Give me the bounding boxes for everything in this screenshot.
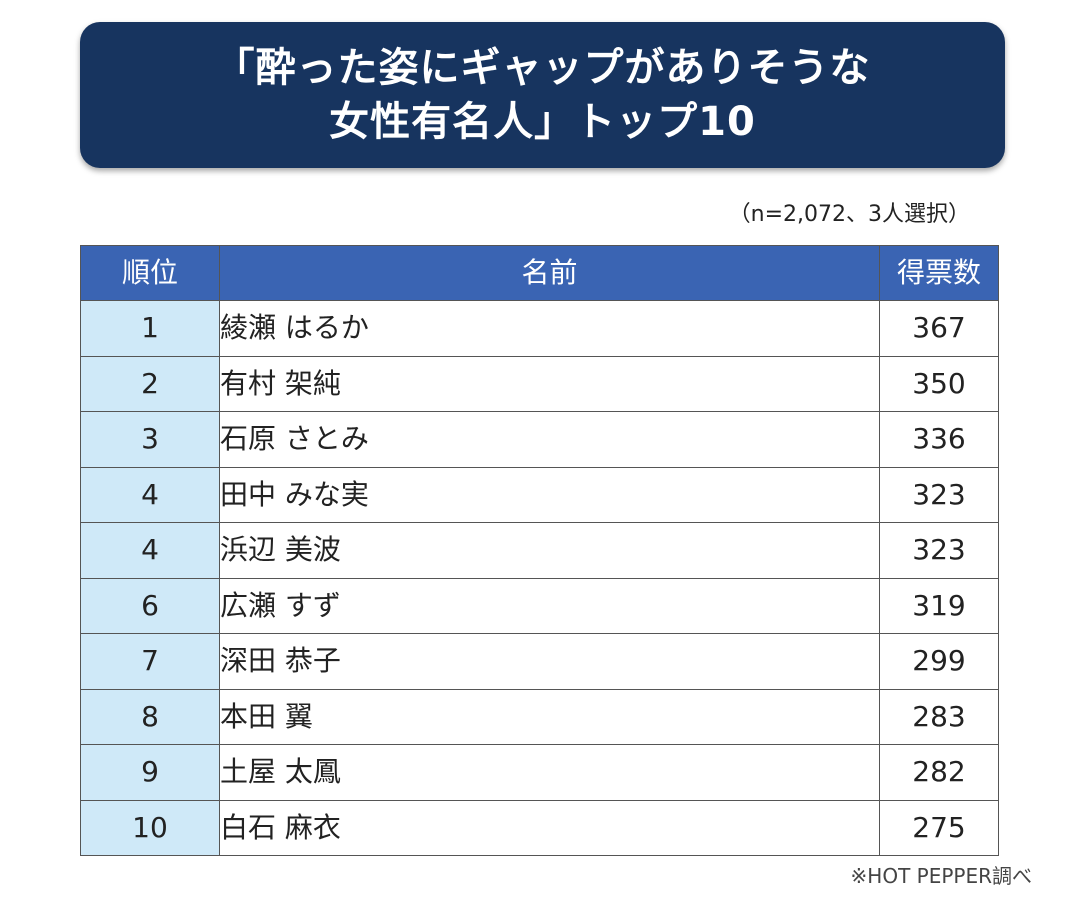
rank-cell: 4 [80, 466, 220, 523]
votes-cell: 319 [879, 577, 999, 634]
table-row: 4 田中 みな実 323 [80, 466, 999, 523]
column-header-votes: 得票数 [879, 245, 999, 301]
rank-cell: 1 [80, 300, 220, 357]
table-row: 7 深田 恭子 299 [80, 633, 999, 690]
votes-cell: 283 [879, 688, 999, 745]
table-row: 6 広瀬 すず 319 [80, 577, 999, 634]
title-banner: 「酔った姿にギャップがありそうな 女性有名人」トップ10 [80, 22, 1005, 168]
name-cell: 有村 架純 [219, 355, 880, 412]
name-cell: 本田 翼 [219, 688, 880, 745]
table-row: 2 有村 架純 350 [80, 355, 999, 412]
name-cell: 石原 さとみ [219, 411, 880, 468]
table-row: 3 石原 さとみ 336 [80, 411, 999, 468]
rank-cell: 3 [80, 411, 220, 468]
rank-cell: 10 [80, 799, 220, 856]
votes-cell: 299 [879, 633, 999, 690]
table-row: 1 綾瀬 はるか 367 [80, 300, 999, 357]
sample-size-note: （n=2,072、3人選択） [728, 202, 970, 227]
votes-cell: 282 [879, 744, 999, 801]
name-cell: 土屋 太鳳 [219, 744, 880, 801]
ranking-table-body: 1 綾瀬 はるか 367 2 有村 架純 350 3 石原 さとみ 336 4 田中 みな実 323 4… [80, 300, 999, 856]
rank-cell: 6 [80, 577, 220, 634]
chart-title-line-1: 「酔った姿にギャップがありそうな [214, 45, 871, 91]
rank-cell: 7 [80, 633, 220, 690]
name-cell: 綾瀬 はるか [219, 300, 880, 357]
column-header-name: 名前 [219, 245, 880, 301]
votes-cell: 323 [879, 466, 999, 523]
table-row: 8 本田 翼 283 [80, 688, 999, 745]
votes-cell: 350 [879, 355, 999, 412]
table-row: 10 白石 麻衣 275 [80, 799, 999, 856]
column-header-rank: 順位 [80, 245, 220, 301]
source-note: ※HOT PEPPER調べ [850, 864, 1032, 888]
votes-cell: 367 [879, 300, 999, 357]
table-row: 9 土屋 太鳳 282 [80, 744, 999, 801]
table-row: 4 浜辺 美波 323 [80, 522, 999, 579]
rank-cell: 8 [80, 688, 220, 745]
name-cell: 白石 麻衣 [219, 799, 880, 856]
votes-cell: 336 [879, 411, 999, 468]
name-cell: 浜辺 美波 [219, 522, 880, 579]
rank-cell: 2 [80, 355, 220, 412]
name-cell: 田中 みな実 [219, 466, 880, 523]
name-cell: 広瀬 すず [219, 577, 880, 634]
votes-cell: 275 [879, 799, 999, 856]
name-cell: 深田 恭子 [219, 633, 880, 690]
rank-cell: 4 [80, 522, 220, 579]
rank-cell: 9 [80, 744, 220, 801]
chart-title-line-2: 女性有名人」トップ10 [329, 99, 756, 145]
votes-cell: 323 [879, 522, 999, 579]
table-header-row: 順位 名前 得票数 [80, 245, 999, 301]
ranking-table: 順位 名前 得票数 1 綾瀬 はるか 367 2 有村 架純 350 3 石原 さとみ 336 4… [80, 245, 999, 856]
